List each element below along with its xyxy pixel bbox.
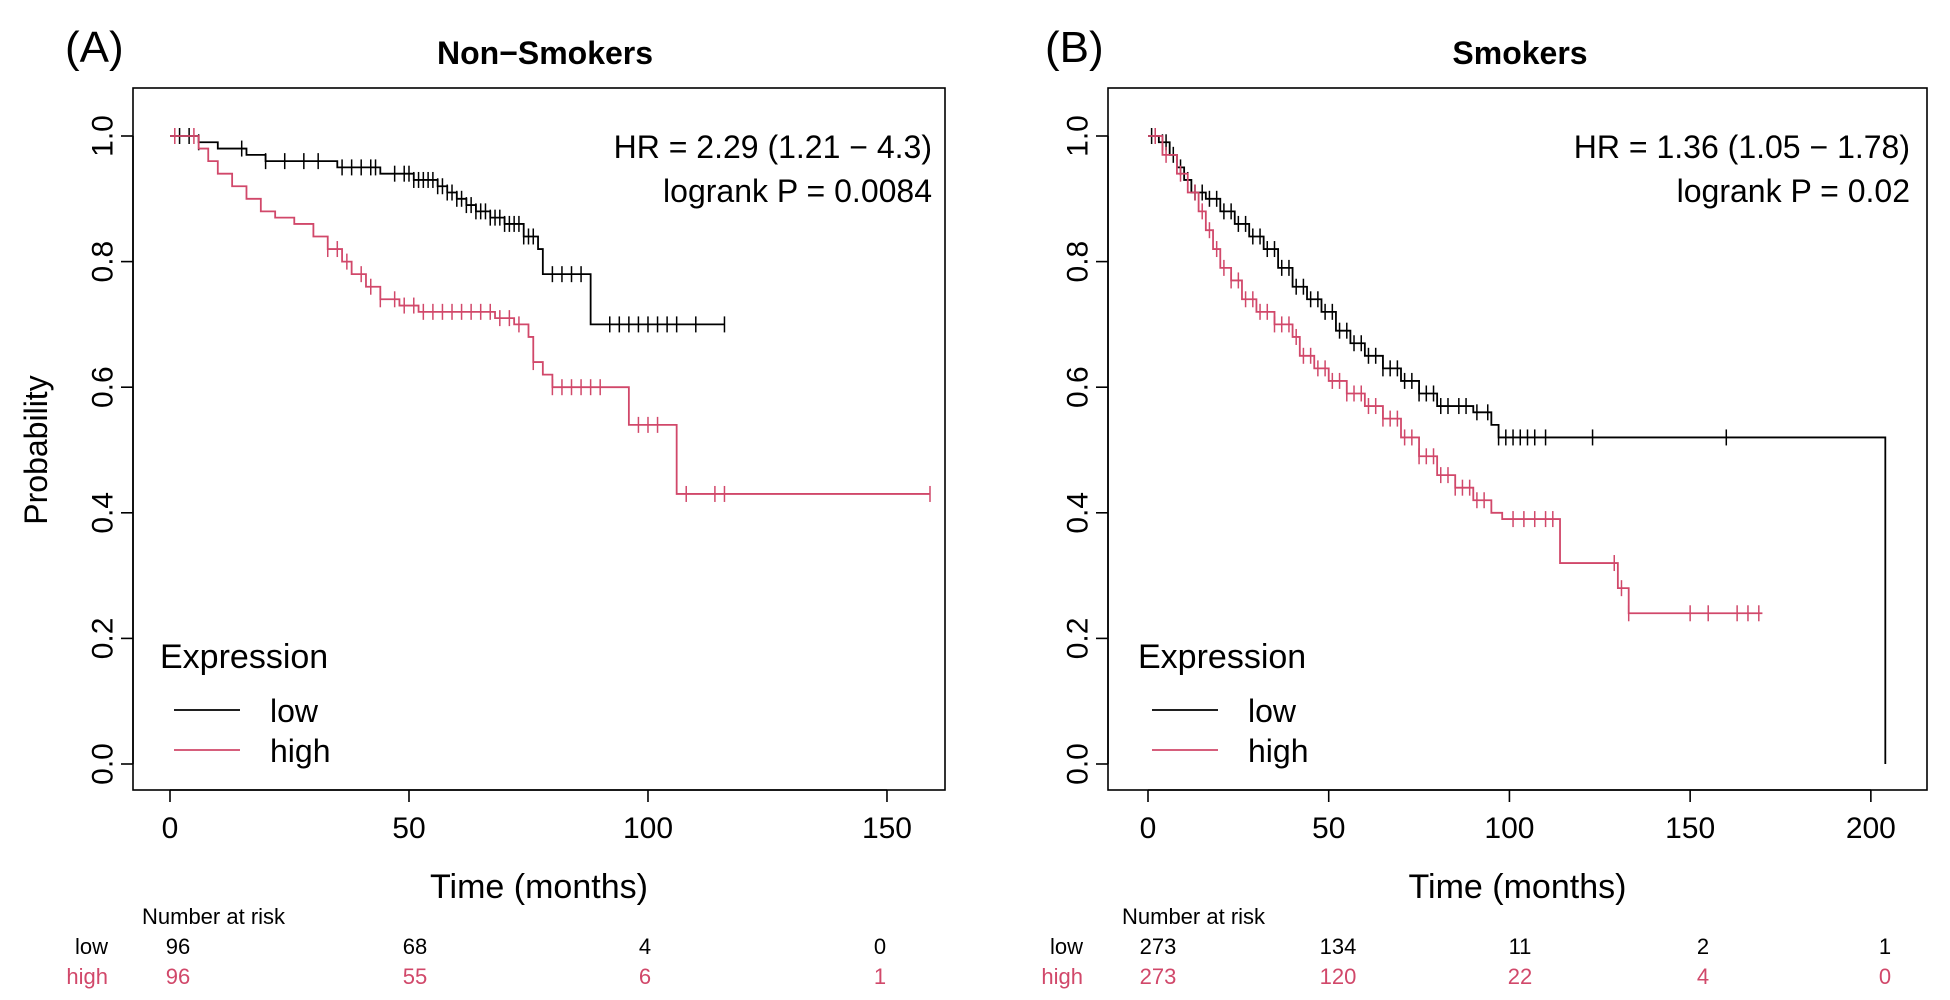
y-tick-label: 0.8 xyxy=(1062,241,1095,283)
y-tick-label: 1.0 xyxy=(1062,115,1095,157)
at-risk-value: 273 xyxy=(1140,934,1177,959)
at-risk-header: Number at risk xyxy=(1122,904,1266,929)
at-risk-value: 1 xyxy=(874,964,886,989)
at-risk-value: 55 xyxy=(403,964,427,989)
series-low xyxy=(170,128,726,333)
plot-title: Non−Smokers xyxy=(437,35,653,71)
at-risk-value: 0 xyxy=(874,934,886,959)
y-tick-label: 0.0 xyxy=(1062,743,1095,785)
at-risk-row-label-low: low xyxy=(75,934,108,959)
logrank-text: logrank P = 0.02 xyxy=(1677,173,1910,209)
at-risk-row-label-low: low xyxy=(1050,934,1083,959)
legend-label-low: low xyxy=(1248,693,1297,729)
km-curve-high xyxy=(1148,135,1763,615)
at-risk-value: 96 xyxy=(166,964,190,989)
x-tick-label: 100 xyxy=(623,812,673,845)
x-tick-label: 0 xyxy=(1140,812,1157,845)
at-risk-value: 68 xyxy=(403,934,427,959)
x-axis: 0 50 100 150 Time (months) xyxy=(162,789,912,906)
plot-title: Smokers xyxy=(1452,35,1587,71)
legend-title: Expression xyxy=(1138,638,1306,676)
at-risk-value: 273 xyxy=(1140,964,1177,989)
x-tick-label: 200 xyxy=(1846,812,1896,845)
number-at-risk-table: Number at risk low 273 134 11 2 1 high 273 120 22 4… xyxy=(1041,904,1891,989)
legend-label-high: high xyxy=(270,733,331,769)
x-tick-label: 50 xyxy=(1312,812,1345,845)
x-tick-label: 150 xyxy=(1665,812,1715,845)
y-tick-label: 0.2 xyxy=(1062,618,1095,660)
series-high xyxy=(170,128,931,502)
at-risk-value: 4 xyxy=(1697,964,1709,989)
legend-title: Expression xyxy=(160,638,328,676)
at-risk-value: 4 xyxy=(639,934,651,959)
at-risk-value: 6 xyxy=(639,964,651,989)
at-risk-value: 134 xyxy=(1320,934,1357,959)
y-axis: 0.0 0.2 0.4 0.6 0.8 1.0 Probability xyxy=(18,115,134,785)
y-tick-label: 0.6 xyxy=(1062,366,1095,408)
x-axis: 0 50 100 150 200 Time (months) xyxy=(1140,789,1896,906)
at-risk-value: 120 xyxy=(1320,964,1357,989)
panel-label: (B) xyxy=(1045,23,1104,72)
hazard-ratio-text: HR = 1.36 (1.05 − 1.78) xyxy=(1574,129,1910,165)
x-axis-title: Time (months) xyxy=(1409,868,1627,906)
y-tick-label: 0.4 xyxy=(87,492,120,534)
series-high xyxy=(1148,128,1763,622)
at-risk-value: 22 xyxy=(1508,964,1532,989)
x-axis-title: Time (months) xyxy=(430,868,648,906)
x-tick-label: 100 xyxy=(1484,812,1534,845)
at-risk-value: 0 xyxy=(1879,964,1891,989)
y-tick-label: 0.0 xyxy=(87,743,120,785)
x-tick-label: 150 xyxy=(862,812,912,845)
hazard-ratio-text: HR = 2.29 (1.21 − 4.3) xyxy=(614,129,932,165)
y-axis-title: Probability xyxy=(18,375,54,524)
at-risk-row-label-high: high xyxy=(1041,964,1083,989)
y-tick-label: 0.4 xyxy=(1062,492,1095,534)
legend-label-low: low xyxy=(270,693,319,729)
y-tick-label: 0.6 xyxy=(87,366,120,408)
y-tick-label: 0.8 xyxy=(87,241,120,283)
legend: Expression low high xyxy=(1138,638,1309,769)
at-risk-value: 11 xyxy=(1509,934,1532,959)
legend: Expression low high xyxy=(160,638,331,769)
km-curve-low xyxy=(1148,135,1887,764)
x-tick-label: 50 xyxy=(392,812,425,845)
legend-label-high: high xyxy=(1248,733,1309,769)
at-risk-value: 96 xyxy=(166,934,190,959)
y-tick-label: 1.0 xyxy=(87,115,120,157)
panel-label: (A) xyxy=(65,23,124,72)
y-axis: 0.0 0.2 0.4 0.6 0.8 1.0 xyxy=(1062,115,1109,785)
km-curve-high xyxy=(170,135,930,495)
at-risk-row-label-high: high xyxy=(66,964,108,989)
at-risk-value: 2 xyxy=(1697,934,1709,959)
logrank-text: logrank P = 0.0084 xyxy=(663,173,932,209)
series-low xyxy=(1148,128,1887,764)
at-risk-header: Number at risk xyxy=(142,904,286,929)
x-tick-label: 0 xyxy=(162,812,179,845)
y-tick-label: 0.2 xyxy=(87,618,120,660)
at-risk-value: 1 xyxy=(1879,934,1891,959)
